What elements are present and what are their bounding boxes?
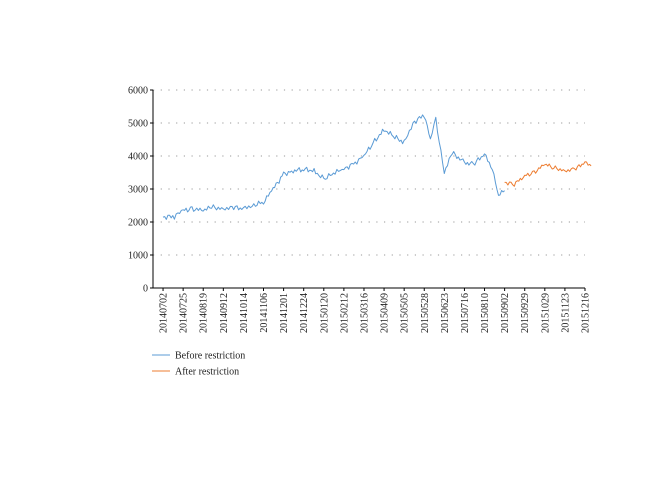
legend: Before restriction After restriction bbox=[152, 351, 245, 378]
x-tick-label: 20141014 bbox=[239, 293, 250, 333]
x-tick-label: 20140702 bbox=[159, 293, 170, 333]
x-tick-labels: 20140702 20140725 20140819 20140912 20141014… bbox=[159, 293, 592, 333]
y-tick-label: 4000 bbox=[128, 152, 148, 163]
series-lines bbox=[162, 114, 592, 220]
x-tick-label: 20150902 bbox=[500, 293, 511, 333]
x-tick-label: 20150409 bbox=[380, 293, 391, 333]
x-tick-label: 20150120 bbox=[319, 293, 330, 333]
x-tick-label: 20140725 bbox=[179, 293, 190, 333]
x-tick-label: 20150505 bbox=[400, 293, 411, 333]
x-tick-label: 20150716 bbox=[460, 293, 471, 333]
x-tick-label: 20141224 bbox=[299, 293, 310, 333]
series-line-before bbox=[162, 114, 505, 220]
x-tick-label: 20151123 bbox=[560, 293, 571, 333]
x-tick-label: 20150528 bbox=[420, 293, 431, 333]
legend-label-before: Before restriction bbox=[175, 351, 245, 362]
y-tick-label: 2000 bbox=[128, 218, 148, 229]
y-tick-label: 0 bbox=[143, 284, 148, 295]
y-tick-labels: 0 1000 2000 3000 4000 5000 6000 bbox=[128, 86, 148, 295]
y-tick-label: 5000 bbox=[128, 119, 148, 130]
x-tick-label: 20151216 bbox=[581, 293, 592, 333]
x-tick-label: 20151029 bbox=[540, 293, 551, 333]
series-line-after bbox=[504, 161, 592, 187]
x-tick-label: 20150623 bbox=[440, 293, 451, 333]
legend-label-after: After restriction bbox=[175, 367, 239, 378]
y-tick-label: 1000 bbox=[128, 251, 148, 262]
x-tick-label: 20150810 bbox=[480, 293, 491, 333]
x-tick-label: 20141106 bbox=[259, 293, 270, 333]
x-tick-label: 20141201 bbox=[279, 293, 290, 333]
grid-lines bbox=[153, 89, 585, 256]
x-tick-label: 20140912 bbox=[219, 293, 230, 333]
x-tick-label: 20140819 bbox=[199, 293, 210, 333]
x-tick-label: 20150929 bbox=[520, 293, 531, 333]
axes bbox=[150, 89, 586, 291]
x-tick-label: 20150316 bbox=[359, 293, 370, 333]
y-tick-label: 3000 bbox=[128, 185, 148, 196]
y-tick-label: 6000 bbox=[128, 86, 148, 97]
x-tick-label: 20150212 bbox=[339, 293, 350, 333]
